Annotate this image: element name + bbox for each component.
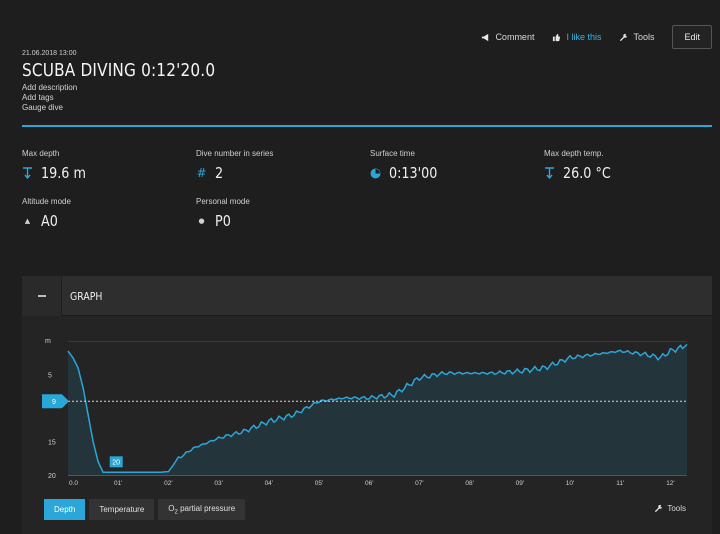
like-button[interactable]: I like this: [552, 32, 601, 42]
wrench-icon: [655, 504, 663, 513]
graph-tabs: Depth Temperature O2 partial pressure: [44, 499, 246, 520]
max-depth-label: Max depth: [22, 149, 60, 158]
page-title: SCUBA DIVING 0:12'20.0: [22, 60, 216, 81]
max-depth-value: 19.6 m: [41, 164, 86, 182]
personal-mode-label: Personal mode: [196, 197, 250, 206]
x-tick-label: 0.0: [69, 480, 78, 487]
max-depth-temp-value: 26.0 °C: [563, 164, 611, 182]
stat-personal-mode: Personal mode ● P0: [196, 197, 250, 230]
max-depth-temp-label: Max depth temp.: [544, 149, 604, 158]
minus-icon: [37, 295, 46, 297]
depth-chart[interactable]: m 5 15 20 0.0 01' 02' 03' 04' 05' 06' 07' 08' 09' 10…: [22, 321, 712, 493]
hash-icon: #: [196, 166, 207, 180]
x-tick-label: 11': [616, 480, 624, 487]
add-tags-link[interactable]: Add tags: [22, 93, 54, 102]
dive-date: 21.06.2018 13:00: [22, 50, 77, 57]
stat-surface-time: Surface time 0:13'00: [370, 149, 446, 182]
clock-icon: [370, 168, 381, 178]
thumbs-up-icon: [553, 33, 561, 41]
dive-type-link[interactable]: Gauge dive: [22, 103, 63, 112]
max-depth-badge: [109, 456, 123, 468]
depth-marker-handle[interactable]: [42, 394, 69, 409]
graph-header: GRAPH: [22, 276, 712, 316]
comment-label: Comment: [495, 32, 535, 42]
y-tick-label: 20: [48, 473, 56, 480]
depth-marker-label: 9: [52, 399, 56, 406]
tab-o2-partial-pressure[interactable]: O2 partial pressure: [158, 499, 246, 520]
tab-depth[interactable]: Depth: [44, 499, 86, 520]
meta-links: Add description Add tags Gauge dive: [22, 83, 77, 113]
x-tick-label: 12': [666, 480, 674, 487]
comment-button[interactable]: Comment: [481, 32, 534, 42]
graph-panel: GRAPH: [22, 276, 712, 534]
altitude-mode-value: A0: [41, 212, 58, 230]
dive-number-label: Dive number in series: [196, 149, 274, 158]
add-description-link[interactable]: Add description: [22, 83, 78, 92]
x-tick-label: 08': [465, 480, 473, 487]
surface-time-value: 0:13'00: [389, 164, 438, 182]
edit-button[interactable]: Edit: [672, 25, 712, 49]
max-depth-badge-label: 20: [112, 459, 120, 466]
x-tick-label: 09': [516, 480, 524, 487]
depth-area: [68, 344, 687, 475]
y-axis-unit: m: [45, 338, 51, 345]
x-tick-label: 06': [365, 480, 373, 487]
x-tick-label: 04': [265, 480, 273, 487]
stat-altitude-mode: Altitude mode ▲ A0: [22, 197, 71, 230]
stat-max-depth: Max depth 19.6 m: [22, 149, 94, 182]
y-tick-label: 5: [48, 373, 52, 380]
collapse-graph-button[interactable]: [22, 276, 62, 316]
x-tick-label: 02': [164, 480, 172, 487]
header-divider: [22, 125, 712, 127]
top-toolbar: Comment I like this Tools Edit: [481, 25, 712, 49]
x-tick-label: 03': [214, 480, 222, 487]
person-icon: ●: [198, 217, 205, 225]
y-tick-label: 15: [48, 440, 56, 447]
y-ticks: 5 15 20: [48, 373, 56, 481]
dive-number-value: 2: [215, 164, 224, 182]
graph-title: GRAPH: [70, 290, 103, 303]
tools-label: Tools: [633, 32, 655, 42]
x-tick-label: 01': [114, 480, 122, 487]
depth-temp-icon: [545, 167, 554, 179]
x-tick-label: 05': [315, 480, 323, 487]
stat-dive-number: Dive number in series # 2: [196, 149, 273, 182]
wrench-icon: [620, 33, 628, 41]
x-tick-label: 10': [566, 480, 574, 487]
like-label: I like this: [566, 32, 602, 42]
graph-tools-label: Tools: [667, 504, 686, 513]
stat-max-depth-temp: Max depth temp. 26.0 °C: [544, 149, 619, 182]
tools-button[interactable]: Tools: [619, 32, 654, 42]
megaphone-icon: [482, 33, 489, 41]
tab-temperature[interactable]: Temperature: [89, 499, 155, 520]
mountain-icon: ▲: [24, 217, 31, 225]
graph-tools-button[interactable]: Tools: [654, 504, 686, 513]
x-tick-label: 07': [415, 480, 423, 487]
x-ticks: 0.0 01' 02' 03' 04' 05' 06' 07' 08' 09' 10' 11' 12': [69, 480, 675, 487]
depth-icon: [23, 167, 32, 179]
altitude-mode-label: Altitude mode: [22, 197, 71, 206]
chart-grid: [68, 341, 687, 476]
personal-mode-value: P0: [215, 212, 231, 230]
depth-line: [67, 343, 688, 474]
surface-time-label: Surface time: [370, 149, 415, 158]
